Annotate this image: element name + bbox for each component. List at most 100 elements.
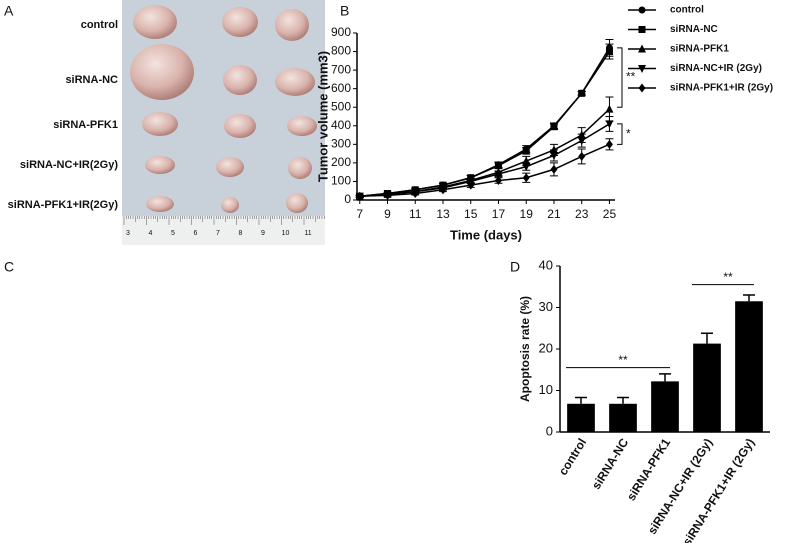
legend-label: control [670,5,704,16]
group-label: siRNA-PFK1 [53,119,118,131]
x-tick-label: 13 [436,207,450,221]
ruler-label: 10 [282,230,290,237]
ruler [122,216,325,245]
bracket [617,47,623,108]
tumors [130,5,317,213]
legend-label: siRNA-NC [670,24,718,35]
x-tick-label: siRNA-NC [589,436,631,492]
marker [522,163,531,172]
bar [735,301,763,432]
y-axis-label: Tumor volume (mm3) [315,51,330,182]
error-bar [743,294,755,302]
y-tick-label: 700 [331,62,351,76]
x-tick-label: 9 [384,207,391,221]
bar [651,381,679,432]
x-tick-label: 17 [492,207,506,221]
legend-label: siRNA-PFK1 [670,44,729,55]
y-tick-label: 600 [331,81,351,95]
annotation: ** [723,270,733,284]
bracket [617,123,623,145]
panel-label: B [340,3,349,19]
marker [638,26,646,33]
marker [522,147,530,155]
marker [577,137,586,146]
marker [356,191,364,201]
x-tick-label: 7 [356,207,363,221]
y-tick-label: 300 [331,137,351,151]
y-tick-label: 0 [344,192,351,206]
group-label: control [81,19,118,31]
marker [384,190,392,200]
marker [605,48,613,56]
ruler-label: 5 [171,230,175,237]
ruler-label: 4 [149,230,153,237]
error-bar [701,332,713,344]
marker [550,164,558,174]
group-label: siRNA-PFK1+IR(2Gy) [8,199,119,211]
group-label: siRNA-NC [65,74,118,86]
y-tick-label: 500 [331,99,351,113]
panel-label: A [4,3,14,19]
y-tick-label: 30 [539,299,553,314]
x-tick-label: 11 [409,207,422,221]
y-tick-label: 900 [331,25,351,39]
x-tick-label: 21 [547,207,561,221]
error-bar [575,396,587,404]
x-tick-label: siRNA-PFK1+IR (2Gy) [680,436,757,543]
ruler-label: 9 [261,230,265,237]
annotation: * [626,126,631,140]
marker [550,123,558,131]
marker [605,104,614,113]
ruler-label: 6 [194,230,198,237]
error-bar [617,396,629,404]
x-tick-label: control [556,436,589,478]
legend-label: siRNA-NC+IR (2Gy) [670,63,762,74]
y-axis-label: Apoptosis rate (%) [518,296,532,402]
ruler-ticks: 3 4 5 6 7 8 9 10 11 [123,216,325,237]
x-tick-label: 19 [520,207,534,221]
ruler-label: 8 [239,230,243,237]
marker [411,189,419,199]
y-tick-label: 20 [539,340,553,355]
marker [638,44,646,53]
series-line [359,123,610,198]
group-labels: control siRNA-NC siRNA-PFK1 siRNA-NC+IR(2Gy… [8,19,119,211]
x-tick-label: siRNA-PFK1 [624,436,673,504]
bar [693,343,721,432]
legend-label: siRNA-PFK1+IR (2Gy) [670,83,773,94]
y-tick-label: 800 [331,44,351,58]
annotation: ** [626,70,636,84]
series-line [359,47,611,198]
y-tick-label: 0 [546,423,553,438]
x-tick-label: 23 [575,207,589,221]
series-line [359,143,610,198]
marker [638,6,646,14]
marker [578,89,586,97]
y-tick-label: 100 [331,174,351,188]
marker [605,139,613,149]
marker [494,176,502,186]
x-tick-label: 15 [464,207,478,221]
marker [578,151,586,161]
y-tick-label: 200 [331,155,351,169]
x-tick-label: 25 [603,207,617,221]
ruler-label: 11 [304,230,311,237]
panel-label: D [510,259,520,275]
marker [549,151,558,160]
marker [605,120,614,129]
annotation: ** [618,353,628,367]
error-bar [659,373,671,382]
marker [494,170,503,179]
bar [609,403,637,432]
panel-label: C [4,259,14,275]
series-line [359,51,611,198]
group-label: siRNA-NC+IR(2Gy) [20,159,118,171]
marker [638,83,646,93]
bar [567,403,595,432]
marker [467,180,475,190]
marker [494,162,502,170]
y-tick-label: 400 [331,118,351,132]
marker [522,173,530,183]
x-axis-label: Time (days) [450,227,522,242]
